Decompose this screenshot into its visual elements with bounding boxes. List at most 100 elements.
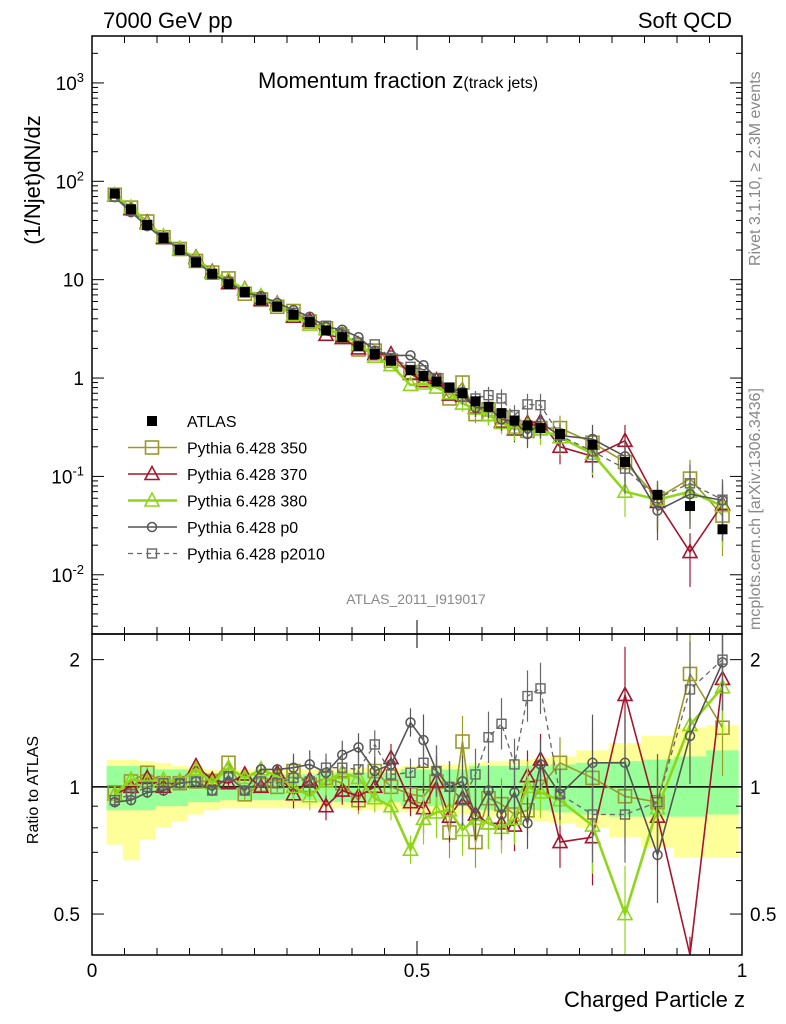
ratio-point-p2010	[554, 789, 566, 800]
mcplots-label: mcplots.cern.ch [arXiv:1306.3436]	[747, 388, 764, 630]
point-p2010	[496, 393, 507, 404]
ratio-point-p380	[236, 768, 254, 785]
ratio-point-p380	[519, 777, 536, 794]
legend-marker-p380	[143, 491, 161, 507]
point-data	[620, 457, 630, 468]
point-p380	[415, 374, 432, 390]
point-p2010	[535, 399, 546, 411]
point-data	[483, 401, 494, 412]
legend-label-p0: Pythia 6.428 p0	[187, 520, 298, 537]
ratio-point-p0	[522, 818, 533, 829]
point-data	[457, 388, 468, 399]
ratio-point-p380	[366, 789, 384, 805]
point-data	[369, 349, 380, 360]
legend-marker-p370	[143, 464, 161, 481]
point-data	[256, 295, 266, 306]
ratio-point-p370	[551, 832, 569, 849]
ratio-point-p2010	[190, 776, 202, 787]
point-p2010	[717, 494, 728, 505]
ratio-point-p380	[402, 840, 419, 857]
ratio-point-p0	[652, 849, 663, 861]
rivet-label: Rivet 3.1.10, ≥ 2.3M events	[747, 71, 764, 266]
point-data	[535, 423, 546, 434]
lower-y-tick-label: 2	[69, 651, 80, 672]
ratio-point-p370	[350, 787, 367, 803]
ratio-point-p0	[470, 809, 481, 820]
point-data	[321, 325, 331, 336]
lower-y-axis-title: Ratio to ATLAS	[25, 736, 42, 844]
lower-y-tick-label: 0.5	[54, 905, 80, 926]
ratio-point-p2010	[619, 809, 631, 820]
ratio-point-p380	[187, 760, 205, 776]
point-data	[337, 332, 348, 343]
ratio-point-p2010	[522, 690, 533, 702]
ratio-point-p0	[496, 809, 507, 820]
ratio-point-p2010	[405, 767, 416, 778]
ratio-point-p2010	[174, 778, 185, 789]
legend-marker-data	[147, 416, 157, 426]
ratio-point-p2010	[483, 732, 494, 743]
point-data	[386, 355, 396, 366]
ratio-point-p380	[122, 770, 140, 786]
point-p2010	[483, 389, 494, 401]
ratio-point-p0	[405, 717, 416, 728]
point-data	[509, 415, 520, 426]
ratio-point-p2010	[255, 776, 267, 787]
point-p380	[480, 405, 497, 422]
ratio-point-p2010	[223, 770, 234, 782]
ratio-point-p2010	[369, 739, 380, 750]
legend-label-p370: Pythia 6.428 370	[187, 467, 307, 484]
point-data	[431, 376, 442, 387]
ratio-point-p380	[252, 760, 270, 776]
plot-title-sub: (track jets)	[463, 75, 538, 92]
upper-y-tick-label: 10-1	[51, 463, 84, 488]
ratio-point-p0	[353, 742, 364, 753]
legend-label-p380: Pythia 6.428 380	[187, 494, 307, 511]
point-data	[272, 301, 283, 312]
ratio-point-p2010	[717, 654, 728, 665]
ratio-point-p2010	[431, 765, 442, 777]
ratio-point-p350	[455, 734, 470, 749]
ratio-point-p2010	[444, 781, 455, 793]
ratio-point-p2010	[207, 785, 218, 796]
legend-marker-p350	[144, 440, 160, 455]
point-data	[239, 286, 250, 297]
lower-y-tick-label: 1	[69, 778, 80, 799]
plot-title-main: Momentum fraction z	[258, 68, 463, 93]
point-data	[288, 309, 299, 320]
ratio-point-p2010	[509, 759, 520, 770]
ratio-point-p2010	[239, 785, 250, 796]
x-tick-label: 0.5	[404, 961, 430, 982]
legend-marker-p2010	[146, 548, 158, 559]
point-data	[223, 279, 234, 290]
point-data	[353, 341, 364, 352]
ratio-point-p380	[480, 814, 497, 830]
ratio-point-p370	[220, 774, 237, 790]
point-data	[142, 219, 153, 230]
ratio-point-p380	[441, 801, 458, 817]
upper-plot-frame	[91, 35, 743, 635]
ratio-point-p2010	[142, 781, 153, 793]
point-data	[522, 420, 533, 431]
upper-y-tick-label: 10	[63, 271, 84, 292]
point-data	[444, 382, 455, 393]
point-p2010	[684, 478, 696, 489]
ratio-point-p380	[454, 820, 471, 837]
ratio-point-p380	[285, 777, 302, 794]
point-p0	[405, 350, 416, 361]
point-data	[587, 439, 598, 450]
point-p380	[402, 375, 419, 392]
point-data	[191, 257, 201, 268]
ratio-point-p2010	[320, 762, 332, 773]
ratio-point-p380	[415, 809, 432, 826]
header-right: Soft QCD	[638, 8, 732, 33]
ratio-point-p2010	[304, 776, 315, 787]
point-data	[717, 524, 728, 535]
ratio-point-p380	[301, 787, 319, 803]
point-data	[174, 245, 185, 256]
point-p2010	[369, 339, 380, 350]
point-data	[158, 233, 169, 244]
legend-label-p350: Pythia 6.428 350	[187, 441, 307, 458]
x-axis-title: Charged Particle z	[564, 987, 745, 1012]
